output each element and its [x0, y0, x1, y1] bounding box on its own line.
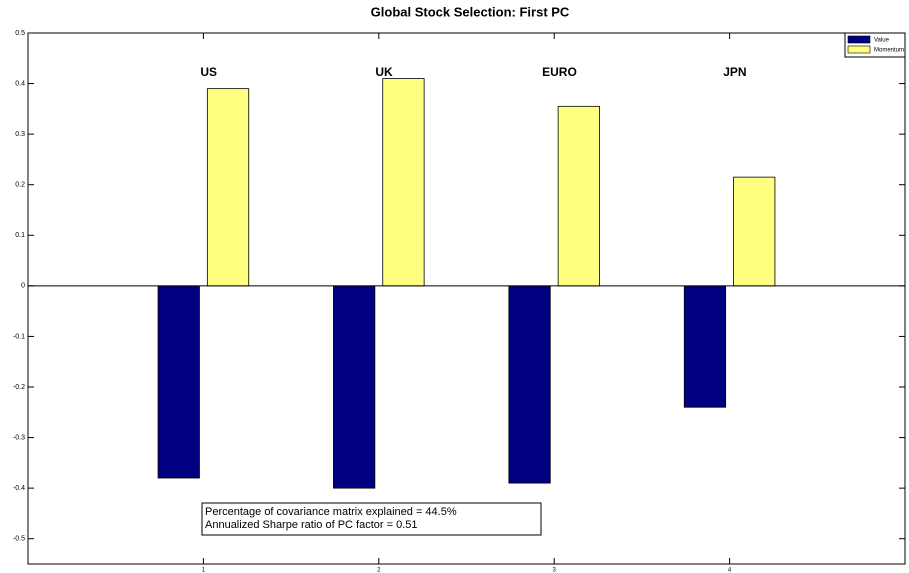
y-tick-label: -0.1	[13, 333, 25, 340]
group-label: EURO	[542, 65, 577, 79]
y-tick-label: 0.2	[15, 182, 25, 189]
annotation-box	[201, 502, 542, 536]
y-tick-label: 0.3	[15, 131, 25, 138]
annotation: Annualized Sharpe ratio of PC factor = 0…	[205, 519, 418, 531]
x-tick-label: 4	[728, 568, 732, 573]
y-tick-label: -0.3	[13, 434, 25, 441]
y-tick-label: 0.4	[15, 80, 25, 87]
bar	[333, 285, 376, 489]
legend-label: Momentum	[874, 48, 904, 54]
bar	[508, 285, 551, 484]
x-tick-label: 3	[553, 568, 557, 573]
x-tick-label: 1	[202, 568, 206, 573]
annotation: Percentage of covariance matrix explaine…	[205, 506, 457, 518]
group-label: US	[200, 65, 217, 79]
x-tick-label: 2	[377, 568, 381, 573]
bar	[733, 176, 776, 287]
y-tick-label: -0.5	[13, 536, 25, 543]
group-label: UK	[375, 65, 393, 79]
chart-title: Global Stock Selection: First PC	[371, 4, 570, 19]
y-tick-label: -0.4	[13, 485, 25, 492]
y-tick-label: 0.1	[15, 232, 25, 239]
legend-swatch	[847, 45, 871, 54]
group-label: JPN	[723, 65, 746, 79]
bar	[557, 105, 600, 287]
legend-swatch	[847, 35, 871, 44]
bar	[382, 78, 425, 287]
bar	[157, 285, 200, 479]
y-tick-label: 0	[21, 283, 25, 290]
y-tick-label: 0.5	[15, 30, 25, 37]
bar	[206, 88, 250, 287]
y-tick-label: -0.2	[13, 384, 25, 391]
bar	[683, 285, 727, 408]
legend-label: Value	[874, 38, 890, 44]
